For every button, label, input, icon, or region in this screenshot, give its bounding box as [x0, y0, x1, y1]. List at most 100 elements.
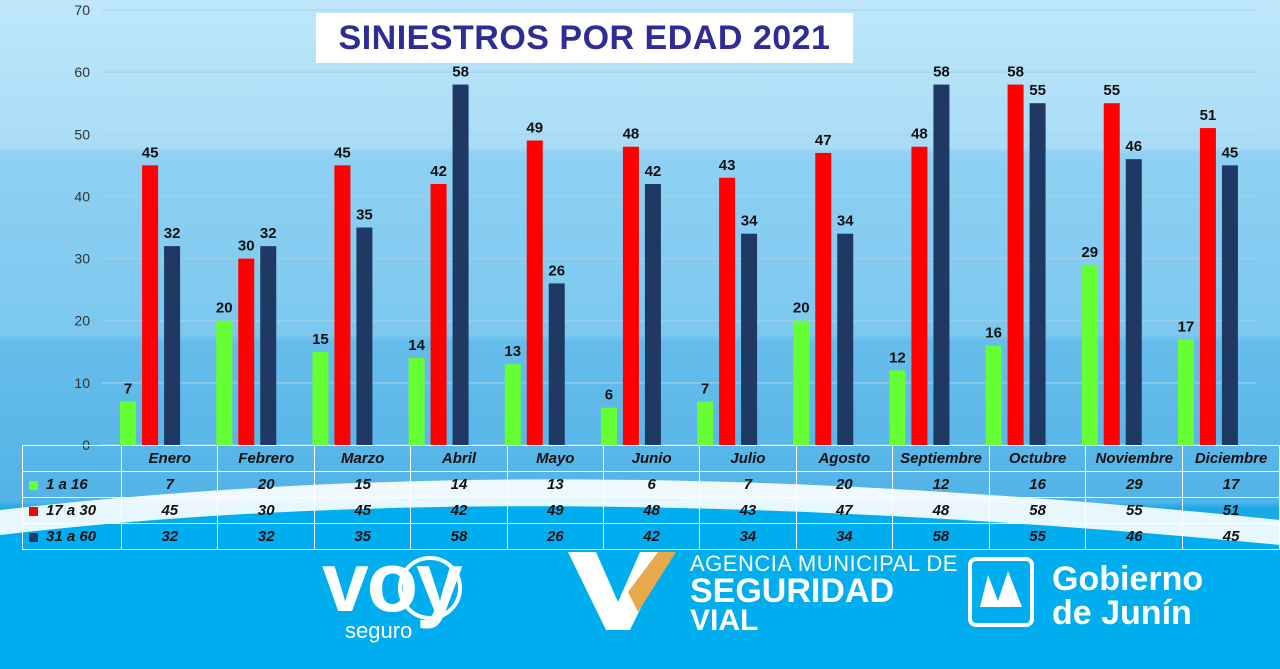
table-cell: 14 [410, 471, 508, 498]
bar-1-a-16-noviembre [1081, 264, 1098, 445]
bar-17-a-30-diciembre [1199, 128, 1216, 446]
bar-1-a-16-mayo [504, 364, 521, 445]
data-label: 51 [1200, 107, 1217, 124]
table-cell: 12 [892, 471, 990, 498]
agencia-line3: VIAL [690, 604, 759, 637]
bar-1-a-16-marzo [312, 351, 329, 445]
data-label: 47 [815, 132, 832, 149]
legend-label: 17 a 30 [46, 502, 97, 519]
table-cell: 45 [1182, 523, 1280, 550]
bar-31-a-60-julio [741, 233, 758, 445]
bar-31-a-60-mayo [548, 283, 565, 445]
bar-31-a-60-diciembre [1221, 165, 1238, 445]
y-tick-label: 60 [74, 64, 90, 80]
table-cell: 42 [602, 523, 701, 550]
bar-31-a-60-enero [164, 246, 181, 445]
table-cell: 20 [795, 471, 894, 498]
legend-key [29, 506, 38, 516]
table-cell: 55 [1085, 497, 1184, 524]
data-label: 48 [911, 126, 928, 143]
table-cell: 7 [121, 471, 219, 498]
table-cell: 32 [217, 523, 315, 550]
bar-1-a-16-julio [697, 401, 714, 445]
bar-17-a-30-octubre [1007, 84, 1024, 446]
agencia-line1: AGENCIA MUNICIPAL DE [690, 551, 958, 576]
table-cell: 20 [217, 471, 315, 498]
table-cell: 55 [988, 523, 1087, 550]
bar-17-a-30-junio [622, 146, 639, 445]
table-header-cell: Mayo [506, 445, 604, 472]
table-row: 31 a 60 32 32 35 58 26 42 34 34 58 55 46 45 [21, 523, 1280, 550]
data-label: 58 [1007, 64, 1024, 81]
table-cell: 43 [699, 497, 797, 524]
table-cell: 48 [602, 497, 701, 524]
data-label: 45 [334, 144, 351, 161]
data-label: 46 [1125, 138, 1142, 155]
data-label: 45 [1222, 144, 1239, 161]
table-cell: 13 [506, 471, 604, 498]
table-cell: 7 [699, 471, 797, 498]
bar-17-a-30-septiembre [911, 146, 928, 445]
data-label: 58 [452, 64, 469, 81]
data-label: 49 [526, 120, 543, 137]
table-cell: 17 [1182, 471, 1280, 498]
table-cell: 51 [1182, 497, 1280, 524]
table-cell: 30 [217, 497, 315, 524]
table-cell: 58 [892, 523, 990, 550]
table-header-cell: Septiembre [892, 445, 990, 472]
legend-entry: 1 a 16 [21, 471, 123, 498]
data-label: 16 [985, 325, 1002, 342]
table-cell: 32 [121, 523, 219, 550]
legend-entry: 31 a 60 [21, 523, 123, 550]
bar-31-a-60-abril [452, 84, 469, 446]
y-tick-label: 70 [74, 2, 90, 18]
bar-1-a-16-abril [408, 358, 425, 445]
table-cell: 58 [988, 497, 1087, 524]
gobierno-line2: de Junín [1052, 594, 1192, 632]
data-label: 48 [623, 126, 640, 143]
table-cell: 45 [121, 497, 219, 524]
table-cell: 35 [313, 523, 412, 550]
table-corner [21, 445, 123, 472]
table-header-cell: Junio [602, 445, 701, 472]
data-label: 17 [1178, 318, 1195, 335]
table-row: 17 a 30 45 30 45 42 49 48 43 47 48 58 55 51 [21, 497, 1280, 524]
agencia-line2: SEGURIDAD [690, 572, 895, 610]
legend-entry: 17 a 30 [21, 497, 123, 524]
data-label: 26 [548, 262, 565, 279]
data-label: 15 [312, 331, 329, 348]
table-cell: 29 [1085, 471, 1184, 498]
legend-label: 1 a 16 [46, 476, 88, 493]
y-tick-label: 20 [74, 313, 90, 329]
data-label: 29 [1081, 244, 1098, 261]
bar-1-a-16-diciembre [1177, 339, 1194, 445]
table-cell: 48 [892, 497, 990, 524]
data-label: 43 [719, 157, 736, 174]
chart-title-box: SINIESTROS POR EDAD 2021 [316, 13, 853, 63]
bar-17-a-30-mayo [526, 140, 543, 445]
voy-walker-icon [398, 556, 462, 620]
y-tick-label: 30 [74, 251, 90, 267]
bar-17-a-30-abril [430, 184, 447, 445]
bar-31-a-60-septiembre [933, 84, 950, 446]
bar-31-a-60-junio [644, 184, 661, 445]
gobierno-line1: Gobierno [1052, 560, 1204, 598]
y-tick-label: 50 [74, 126, 90, 142]
table-cell: 46 [1085, 523, 1184, 550]
data-label: 42 [645, 163, 662, 180]
bar-31-a-60-marzo [356, 227, 373, 445]
bar-17-a-30-agosto [815, 152, 832, 445]
table-header-cell: Marzo [313, 445, 412, 472]
bar-1-a-16-enero [120, 401, 137, 445]
table-header-cell: Febrero [217, 445, 315, 472]
data-label: 14 [408, 337, 425, 354]
data-label: 20 [216, 300, 233, 317]
bar-31-a-60-octubre [1029, 103, 1046, 445]
table-cell: 58 [410, 523, 508, 550]
table-header-cell: Octubre [988, 445, 1087, 472]
agencia-v-icon [568, 552, 676, 630]
table-cell: 6 [602, 471, 701, 498]
data-label: 13 [504, 343, 521, 360]
